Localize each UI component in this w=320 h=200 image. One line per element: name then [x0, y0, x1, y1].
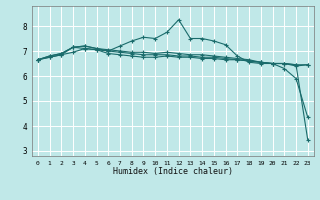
X-axis label: Humidex (Indice chaleur): Humidex (Indice chaleur) [113, 167, 233, 176]
